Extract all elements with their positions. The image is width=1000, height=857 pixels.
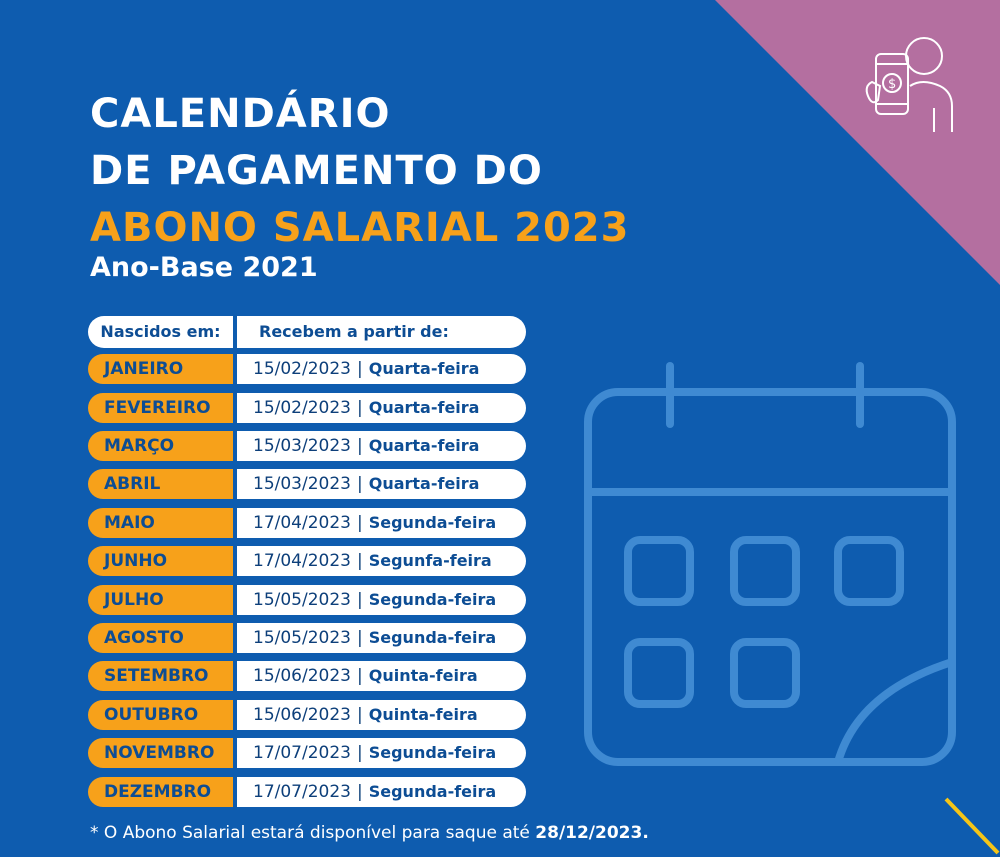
title-line-2: DE PAGAMENTO DO bbox=[90, 148, 543, 194]
row-payment: 15/03/2023 | Quarta-feira bbox=[237, 431, 526, 462]
row-weekday: Quarta-feira bbox=[368, 436, 480, 456]
decorative-line bbox=[944, 797, 1000, 855]
row-date: 17/04/2023 bbox=[253, 551, 351, 572]
row-payment: 17/04/2023 | Segunfa-feira bbox=[237, 546, 526, 577]
row-month: NOVEMBRO bbox=[88, 738, 233, 769]
footnote-date: 28/12/2023. bbox=[535, 823, 649, 843]
row-payment: 17/07/2023 | Segunda-feira bbox=[237, 738, 526, 769]
row-weekday: Segunda-feira bbox=[368, 628, 497, 648]
header-birth-month: Nascidos em: bbox=[88, 316, 233, 348]
subtitle: Ano-Base 2021 bbox=[90, 252, 318, 283]
title-line-1: CALENDÁRIO bbox=[90, 91, 391, 137]
row-month: JANEIRO bbox=[88, 354, 233, 385]
row-payment: 15/03/2023 | Quarta-feira bbox=[237, 469, 526, 500]
row-separator: | bbox=[356, 743, 363, 764]
row-payment: 17/07/2023 | Segunda-feira bbox=[237, 776, 526, 807]
svg-text:$: $ bbox=[888, 77, 896, 92]
row-weekday: Segunda-feira bbox=[368, 589, 497, 609]
row-date: 17/07/2023 bbox=[253, 743, 351, 764]
row-weekday: Quarta-feira bbox=[368, 397, 480, 417]
row-separator: | bbox=[356, 589, 363, 610]
row-separator: | bbox=[356, 551, 363, 572]
row-payment: 15/05/2023 | Segunda-feira bbox=[237, 623, 526, 654]
row-weekday: Segunda-feira bbox=[368, 512, 497, 532]
row-separator: | bbox=[356, 397, 363, 418]
row-separator: | bbox=[356, 704, 363, 725]
row-payment: 15/05/2023 | Segunda-feira bbox=[237, 584, 526, 615]
row-separator: | bbox=[356, 359, 363, 380]
row-weekday: Quarta-feira bbox=[368, 359, 480, 379]
row-weekday: Quarta-feira bbox=[368, 474, 480, 494]
row-date: 15/06/2023 bbox=[253, 704, 351, 725]
row-date: 17/04/2023 bbox=[253, 512, 351, 533]
row-payment: 15/06/2023 | Quinta-feira bbox=[237, 661, 526, 692]
calendar-icon bbox=[584, 362, 956, 766]
row-month: AGOSTO bbox=[88, 623, 233, 654]
row-separator: | bbox=[356, 666, 363, 687]
footnote-text: * O Abono Salarial estará disponível par… bbox=[90, 823, 536, 843]
row-date: 15/02/2023 bbox=[253, 359, 351, 380]
row-weekday: Segunda-feira bbox=[368, 743, 497, 763]
row-date: 15/02/2023 bbox=[253, 397, 351, 418]
row-month: FEVEREIRO bbox=[88, 392, 233, 423]
row-date: 15/03/2023 bbox=[253, 474, 351, 495]
row-date: 17/07/2023 bbox=[253, 781, 351, 802]
row-separator: | bbox=[356, 436, 363, 457]
row-month: JUNHO bbox=[88, 546, 233, 577]
row-month: MARÇO bbox=[88, 431, 233, 462]
row-separator: | bbox=[356, 474, 363, 495]
row-separator: | bbox=[356, 628, 363, 649]
row-weekday: Segunfa-feira bbox=[368, 551, 492, 571]
row-payment: 15/02/2023 | Quarta-feira bbox=[237, 354, 526, 385]
footnote: * O Abono Salarial estará disponível par… bbox=[90, 823, 649, 843]
row-payment: 15/06/2023 | Quinta-feira bbox=[237, 699, 526, 730]
mobile-payment-icon: $ bbox=[865, 37, 953, 132]
row-month: MAIO bbox=[88, 507, 233, 538]
row-separator: | bbox=[356, 512, 363, 533]
row-payment: 17/04/2023 | Segunda-feira bbox=[237, 507, 526, 538]
row-month: DEZEMBRO bbox=[88, 776, 233, 807]
row-date: 15/03/2023 bbox=[253, 436, 351, 457]
row-date: 15/05/2023 bbox=[253, 628, 351, 649]
title-line-3: ABONO SALARIAL 2023 bbox=[90, 205, 630, 251]
row-date: 15/05/2023 bbox=[253, 589, 351, 610]
row-payment: 15/02/2023 | Quarta-feira bbox=[237, 392, 526, 423]
row-date: 15/06/2023 bbox=[253, 666, 351, 687]
row-weekday: Quinta-feira bbox=[368, 666, 478, 686]
row-month: OUTUBRO bbox=[88, 699, 233, 730]
row-month: JULHO bbox=[88, 584, 233, 615]
row-separator: | bbox=[356, 781, 363, 802]
row-weekday: Quinta-feira bbox=[368, 704, 478, 724]
row-weekday: Segunda-feira bbox=[368, 781, 497, 801]
header-payment-date: Recebem a partir de: bbox=[237, 316, 526, 348]
row-month: SETEMBRO bbox=[88, 661, 233, 692]
page-title: CALENDÁRIO DE PAGAMENTO DO ABONO SALARIA… bbox=[90, 86, 629, 257]
row-month: ABRIL bbox=[88, 469, 233, 500]
